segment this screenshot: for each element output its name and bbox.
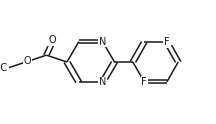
Text: O: O [48, 35, 56, 45]
Text: F: F [164, 37, 170, 47]
Text: O: O [24, 56, 32, 66]
Text: H₃C: H₃C [0, 63, 7, 73]
Text: F: F [141, 77, 147, 87]
Text: N: N [99, 77, 106, 87]
Text: N: N [99, 37, 106, 47]
